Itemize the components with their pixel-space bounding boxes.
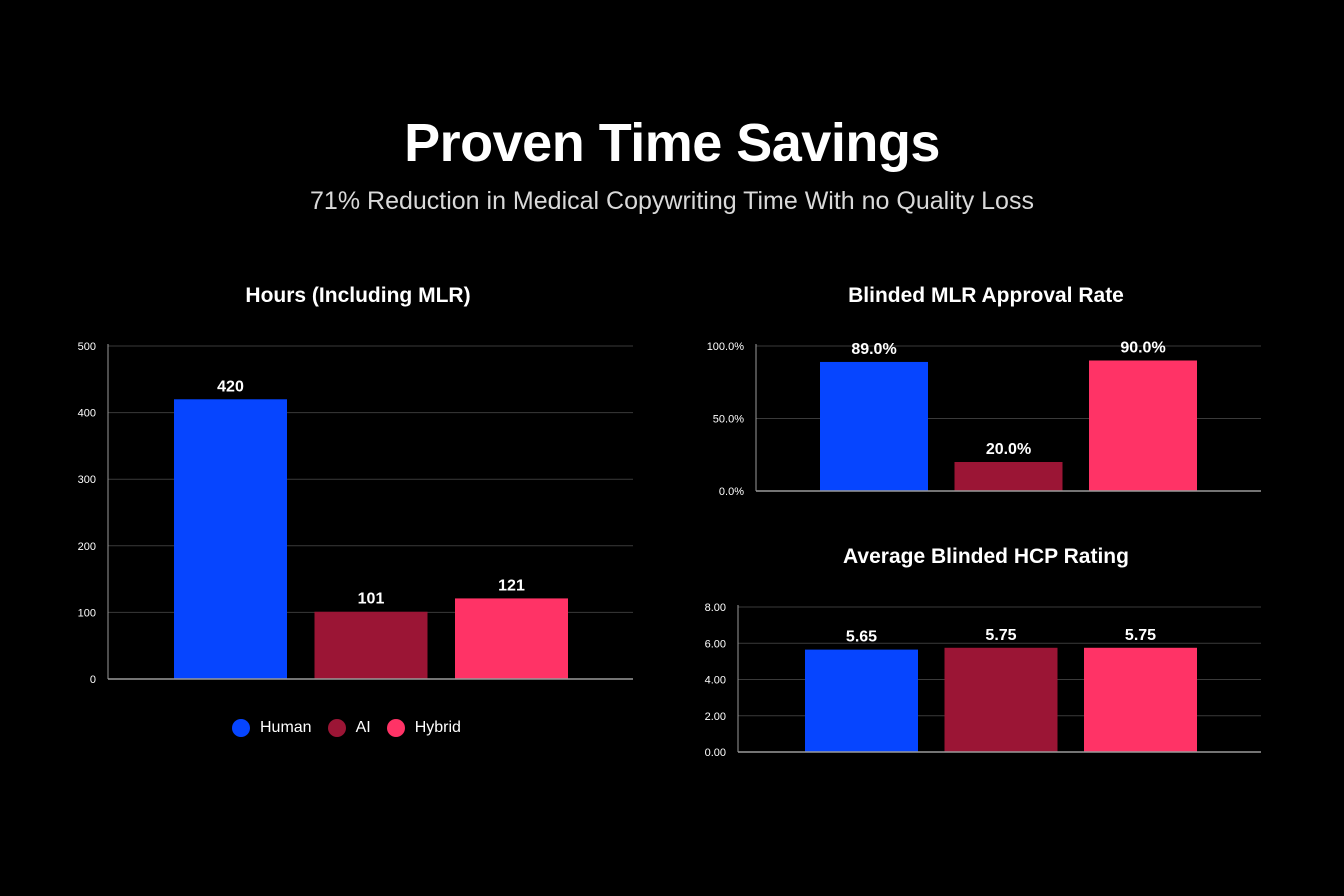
legend-swatch-ai [327, 719, 346, 737]
hours-data-label: 121 [498, 577, 525, 594]
rating-chart-title: Average Blinded HCP Rating [843, 545, 1129, 568]
hours-ytick-label: 200 [78, 541, 96, 553]
legend-label-hybrid: Hybrid [414, 719, 461, 736]
rating-ytick-label: 6.00 [705, 638, 726, 650]
legend: Human AI Hybrid [232, 716, 461, 740]
approval-ytick-label: 100.0% [707, 341, 745, 353]
hours-chart-title: Hours (Including MLR) [245, 284, 471, 307]
rating-bar-hybrid [1084, 647, 1197, 752]
legend-item-human: Human [232, 719, 312, 737]
legend-swatch-hybrid [386, 719, 405, 737]
page-title: Proven Time Savings [404, 113, 940, 173]
rating-bar-human [805, 649, 918, 752]
rating-ytick-label: 4.00 [705, 675, 726, 687]
hours-ytick-label: 0 [90, 674, 96, 686]
rating-ytick-label: 0.00 [705, 747, 726, 759]
hours-bar-human [174, 399, 287, 679]
approval-bar-human [820, 361, 928, 491]
rating-ytick-label: 2.00 [705, 711, 726, 723]
approval-chart-title: Blinded MLR Approval Rate [848, 284, 1124, 307]
hours-data-label: 101 [358, 591, 385, 608]
rating-bar-ai [944, 647, 1058, 752]
approval-data-label: 20.0% [986, 441, 1031, 458]
approval-bar-hybrid [1089, 360, 1197, 491]
hours-ytick-label: 500 [78, 341, 96, 353]
rating-data-label: 5.65 [846, 629, 877, 646]
legend-label-human: Human [260, 719, 312, 736]
hours-data-label: 420 [217, 378, 244, 395]
page-subtitle: 71% Reduction in Medical Copywriting Tim… [310, 187, 1034, 215]
hours-ytick-label: 400 [78, 408, 96, 420]
legend-item-hybrid: Hybrid [386, 719, 461, 737]
approval-data-label: 89.0% [851, 341, 896, 358]
hours-ytick-label: 300 [78, 474, 96, 486]
legend-item-ai: AI [327, 719, 371, 737]
rating-data-label: 5.75 [985, 627, 1016, 644]
legend-swatch-human [232, 719, 250, 737]
legend-label-ai: AI [355, 719, 371, 736]
approval-bar-ai [954, 462, 1063, 491]
approval-ytick-label: 0.0% [719, 486, 744, 498]
approval-ytick-label: 50.0% [713, 414, 744, 426]
hours-bar-hybrid [455, 598, 568, 679]
rating-ytick-label: 8.00 [705, 602, 726, 614]
approval-data-label: 90.0% [1120, 340, 1165, 357]
rating-data-label: 5.75 [1125, 627, 1156, 644]
hours-bar-ai [314, 611, 428, 679]
hours-ytick-label: 100 [78, 607, 96, 619]
